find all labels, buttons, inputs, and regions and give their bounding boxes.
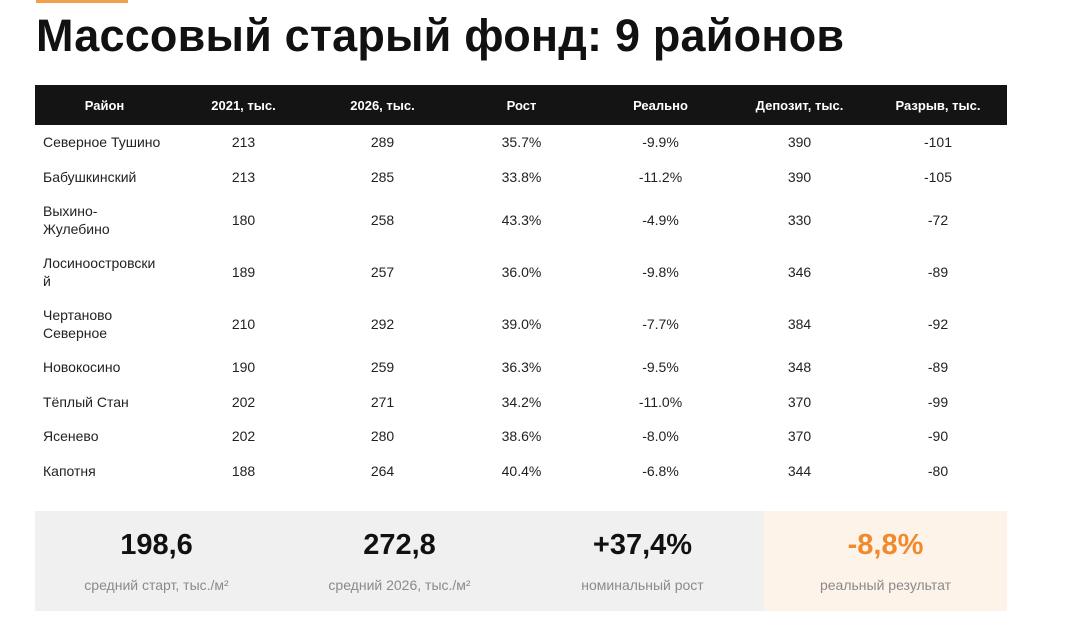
table-row: Чертаново Северное 210 292 39.0% -7.7% 38…: [35, 298, 1007, 350]
table-row: Капотня 188 264 40.4% -6.8% 344 -80: [35, 454, 1007, 489]
header-2021: 2021, тыс.: [211, 97, 276, 113]
page-title: Массовый старый фонд: 9 районов: [36, 10, 845, 61]
cell-growth: 39.0%: [501, 316, 542, 332]
cell-2026: 280: [370, 428, 395, 445]
cell-gap: -89: [927, 359, 949, 376]
cell-real: -8.0%: [642, 428, 679, 445]
header-gap: Разрыв, тыс.: [895, 97, 981, 113]
table-header-row: Район 2021, тыс. 2026, тыс. Рост Реально…: [35, 85, 1007, 125]
cell-deposit: 384: [787, 316, 812, 332]
cell-2026: 264: [370, 462, 395, 479]
cell-2021: 180: [231, 212, 256, 228]
summary-value: 198,6: [120, 529, 193, 561]
cell-real: -9.5%: [642, 359, 679, 376]
table-row: Бабушкинский 213 285 33.8% -11.2% 390 -1…: [35, 160, 1007, 195]
cell-2026: 271: [370, 393, 395, 410]
district-name: Ясенево: [43, 428, 99, 445]
cell-growth: 35.7%: [501, 134, 542, 151]
summary-value: 272,8: [363, 529, 436, 561]
districts-table: Район 2021, тыс. 2026, тыс. Рост Реально…: [35, 85, 1007, 488]
cell-growth: 40.4%: [501, 462, 542, 479]
summary-cards: 198,6 средний старт, тыс./м² 272,8 средн…: [35, 511, 1007, 611]
cell-2026: 257: [370, 264, 395, 280]
summary-label: номинальный рост: [581, 577, 704, 593]
cell-2021: 213: [231, 168, 256, 185]
cell-deposit: 390: [787, 168, 812, 185]
cell-real: -11.0%: [638, 393, 683, 410]
summary-card-real-result: -8,8% реальный результат: [764, 511, 1007, 611]
cell-growth: 33.8%: [501, 168, 542, 185]
district-name: Бабушкинский: [43, 168, 137, 185]
cell-real: -9.8%: [642, 264, 679, 280]
cell-2021: 213: [231, 134, 256, 151]
cell-deposit: 390: [787, 134, 812, 151]
summary-label: средний старт, тыс./м²: [84, 577, 229, 593]
summary-value: -8,8%: [847, 529, 924, 561]
district-name: Чертаново Северное: [43, 307, 113, 341]
top-accent-bar: [36, 0, 128, 3]
cell-gap: -105: [923, 168, 953, 185]
district-name: Северное Тушино: [43, 134, 161, 151]
cell-deposit: 346: [787, 264, 812, 280]
table-row: Выхино- Жулебино 180 258 43.3% -4.9% 330 …: [35, 194, 1007, 246]
cell-2021: 202: [231, 393, 256, 410]
cell-growth: 43.3%: [501, 212, 542, 228]
cell-real: -4.9%: [642, 212, 679, 228]
cell-gap: -80: [927, 462, 949, 479]
cell-real: -7.7%: [642, 316, 679, 332]
cell-deposit: 348: [787, 359, 812, 376]
cell-growth: 38.6%: [501, 428, 542, 445]
table-row: Тёплый Стан 202 271 34.2% -11.0% 370 -99: [35, 385, 1007, 420]
header-real: Реально: [633, 97, 688, 113]
summary-card-nominal-growth: +37,4% номинальный рост: [521, 511, 764, 611]
cell-2026: 259: [370, 359, 395, 376]
cell-real: -11.2%: [638, 168, 683, 185]
cell-growth: 36.3%: [501, 359, 542, 376]
district-name: Выхино- Жулебино: [43, 203, 110, 237]
cell-2021: 188: [231, 462, 256, 479]
table-row: Северное Тушино 213 289 35.7% -9.9% 390 …: [35, 125, 1007, 160]
summary-label: средний 2026, тыс./м²: [328, 577, 471, 593]
cell-growth: 34.2%: [501, 393, 542, 410]
cell-gap: -72: [927, 212, 949, 228]
cell-deposit: 370: [787, 393, 812, 410]
cell-gap: -101: [923, 134, 953, 151]
summary-label: реальный результат: [819, 577, 952, 593]
cell-deposit: 370: [787, 428, 812, 445]
cell-growth: 36.0%: [501, 264, 542, 280]
cell-2026: 292: [370, 316, 395, 332]
table-row: Новокосино 190 259 36.3% -9.5% 348 -89: [35, 350, 1007, 385]
cell-gap: -89: [927, 264, 949, 280]
header-growth: Рост: [506, 97, 537, 113]
cell-2021: 189: [231, 264, 256, 280]
cell-2026: 289: [370, 134, 395, 151]
district-name: Капотня: [43, 462, 96, 479]
summary-card-avg-start: 198,6 средний старт, тыс./м²: [35, 511, 278, 611]
header-deposit: Депозит, тыс.: [755, 97, 844, 113]
cell-real: -6.8%: [642, 462, 679, 479]
district-name: Новокосино: [43, 359, 121, 376]
cell-gap: -99: [927, 393, 949, 410]
header-district: Район: [84, 97, 125, 113]
cell-deposit: 344: [787, 462, 812, 479]
cell-gap: -92: [927, 316, 949, 332]
cell-2021: 210: [231, 316, 256, 332]
summary-value: +37,4%: [592, 529, 693, 561]
summary-card-avg-2026: 272,8 средний 2026, тыс./м²: [278, 511, 521, 611]
table-row: Лосиноостровски й 189 257 36.0% -9.8% 346…: [35, 246, 1007, 298]
district-name: Тёплый Стан: [43, 393, 129, 410]
cell-2021: 190: [231, 359, 256, 376]
table-row: Ясенево 202 280 38.6% -8.0% 370 -90: [35, 419, 1007, 454]
cell-2026: 285: [370, 168, 395, 185]
district-name: Лосиноостровски й: [43, 255, 156, 289]
cell-deposit: 330: [787, 212, 812, 228]
cell-real: -9.9%: [642, 134, 679, 151]
cell-2026: 258: [370, 212, 395, 228]
table-body: Северное Тушино 213 289 35.7% -9.9% 390 …: [35, 125, 1007, 488]
cell-gap: -90: [927, 428, 949, 445]
cell-2021: 202: [231, 428, 256, 445]
header-2026: 2026, тыс.: [350, 97, 415, 113]
